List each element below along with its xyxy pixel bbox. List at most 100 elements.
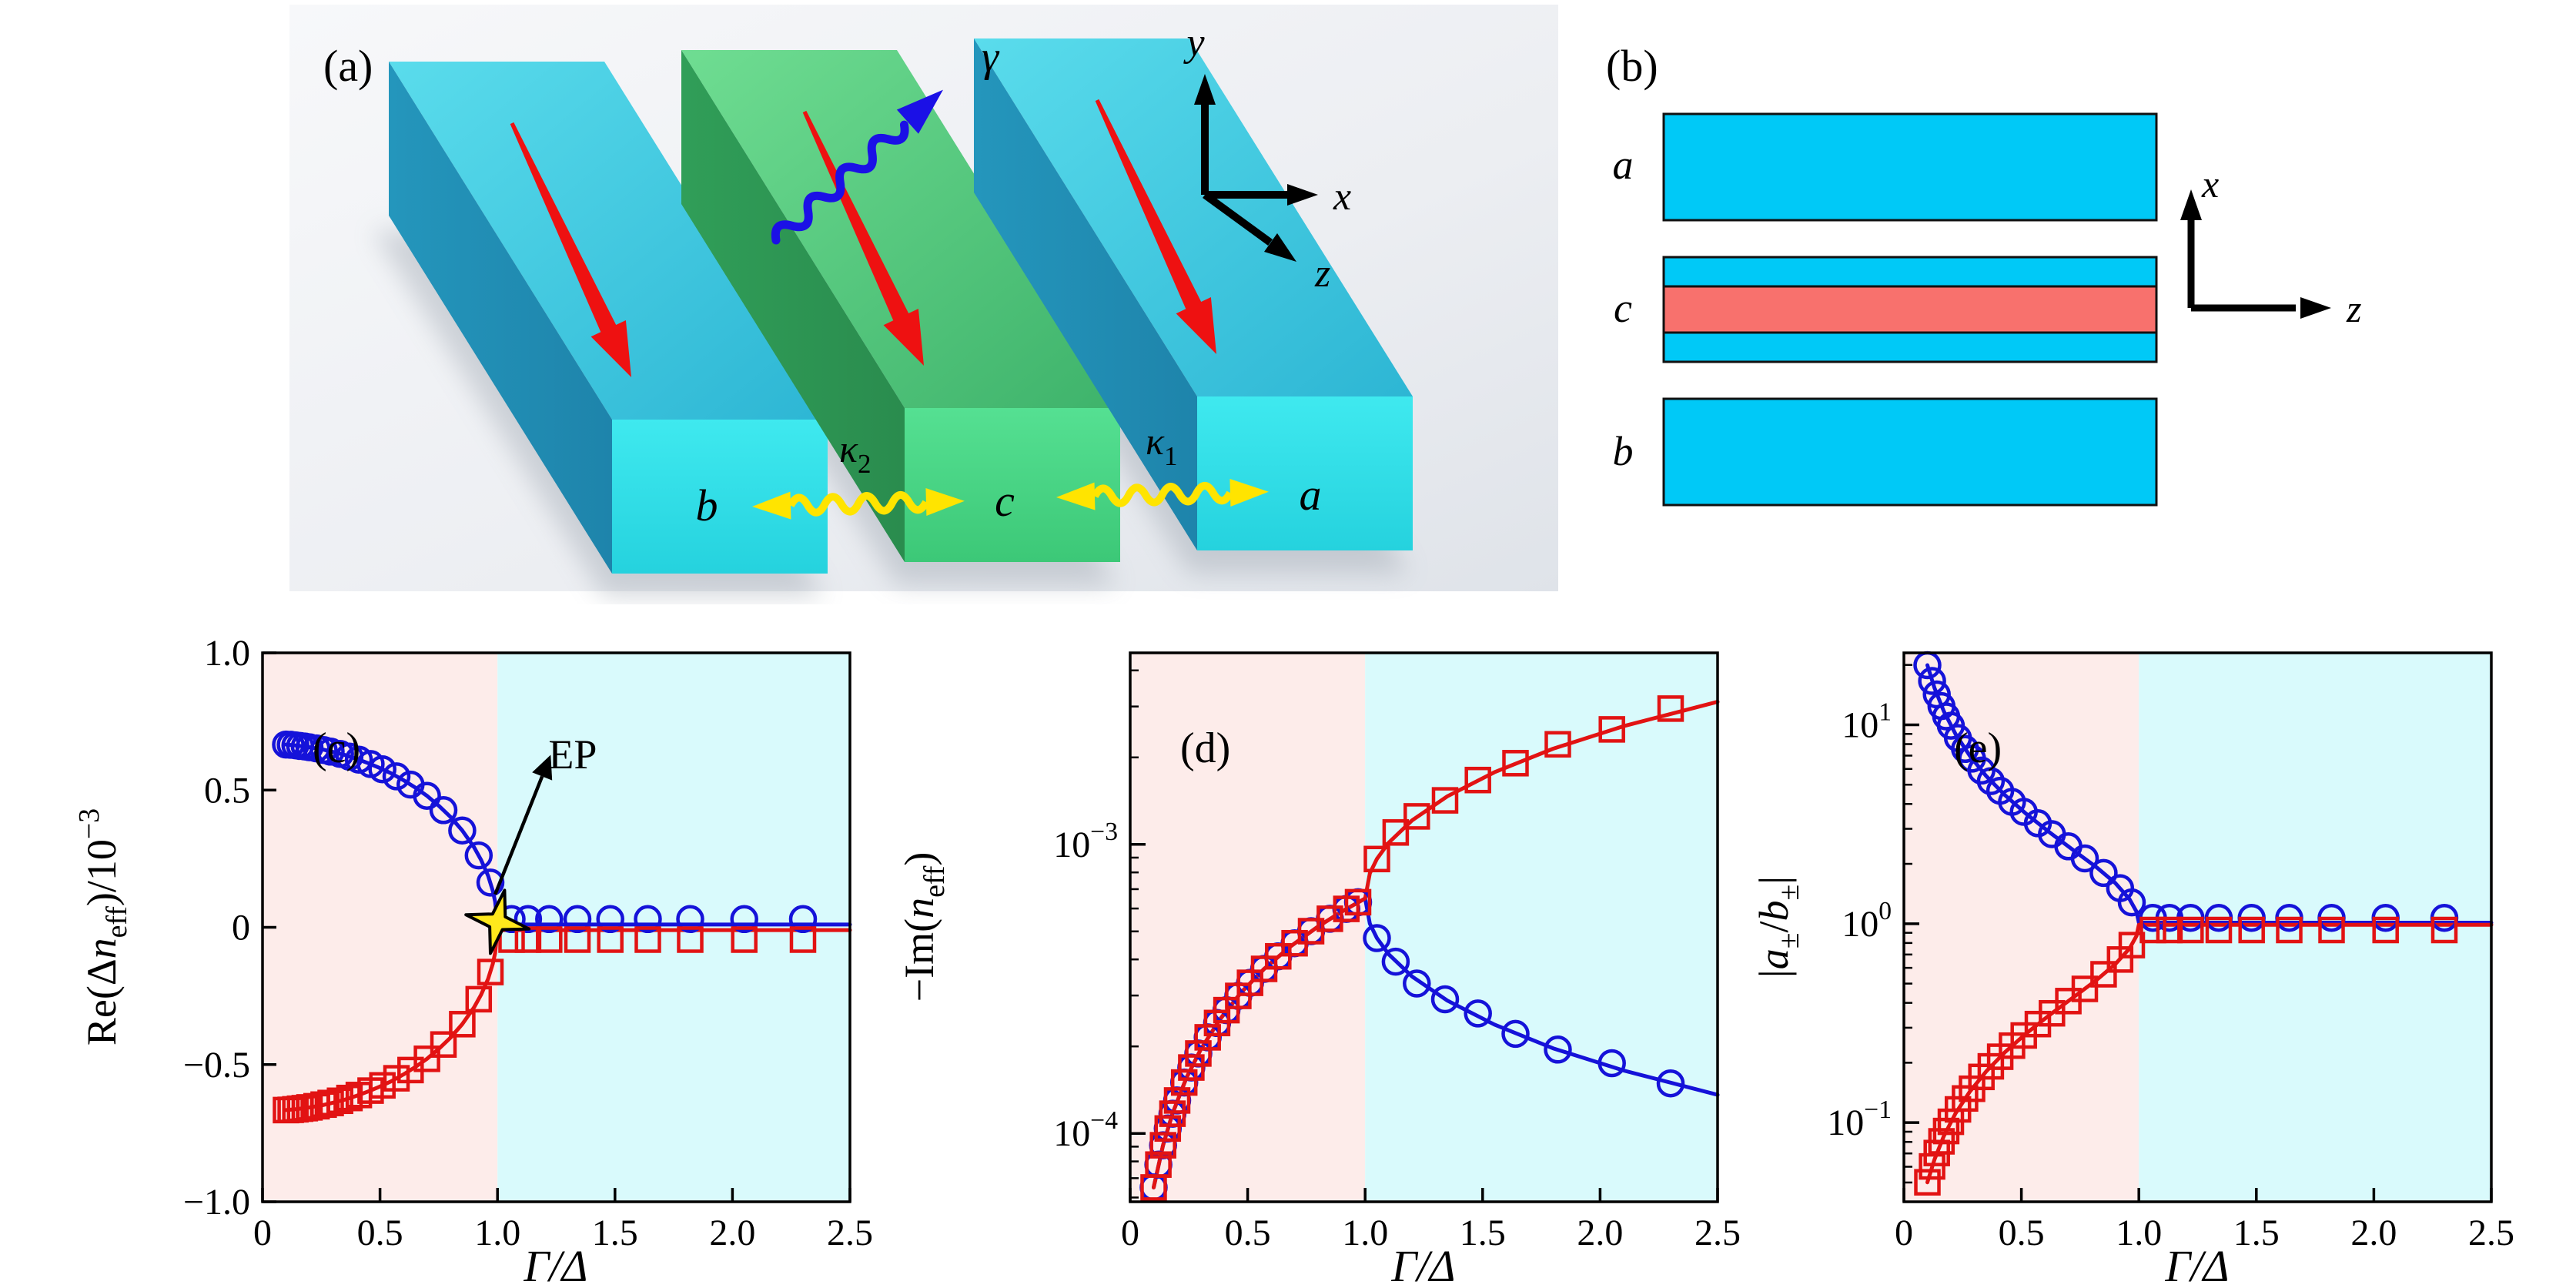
data-point bbox=[2118, 932, 2146, 958]
gain-arrow-icon bbox=[802, 110, 924, 366]
data-point bbox=[476, 868, 505, 897]
slab-c-upper-cladding bbox=[1662, 256, 2158, 288]
data-point bbox=[368, 754, 396, 784]
x-tick-label: 1.0 bbox=[474, 1213, 520, 1253]
data-point bbox=[383, 1065, 410, 1092]
slab-a-label: a bbox=[1613, 142, 1634, 188]
data-point bbox=[1597, 1049, 1626, 1078]
bar-b-side-face bbox=[389, 62, 612, 574]
y-tick-label: 100 bbox=[1842, 897, 1892, 945]
data-point bbox=[1918, 667, 1946, 695]
y-tick-label: 10−4 bbox=[1053, 1106, 1118, 1154]
axis-y-label: y bbox=[1183, 21, 1205, 65]
waveguide-a-label: a bbox=[1300, 470, 1322, 520]
markers-mode-plus bbox=[272, 730, 818, 934]
data-point bbox=[2117, 888, 2146, 917]
data-point bbox=[1145, 1151, 1172, 1178]
y-tick-label: −0.5 bbox=[183, 1045, 250, 1086]
data-point bbox=[789, 926, 817, 953]
data-point bbox=[317, 1089, 344, 1116]
gamma-wavy-arrow-icon bbox=[771, 89, 943, 245]
kappa2-coupling-arrow-icon bbox=[751, 488, 965, 520]
data-point bbox=[1598, 716, 1625, 743]
x-tick-label: 2.5 bbox=[1694, 1213, 1741, 1253]
data-point bbox=[1544, 1035, 1572, 1064]
waveguide-bar-b bbox=[389, 62, 828, 574]
data-point bbox=[2070, 844, 2099, 873]
ep-arrowhead-icon bbox=[532, 754, 553, 781]
data-point bbox=[1149, 1132, 1176, 1159]
kappa2-label: κ2 bbox=[839, 427, 871, 479]
axis-x-label: x bbox=[1333, 175, 1351, 219]
x-tick-label: 0.5 bbox=[357, 1213, 403, 1253]
waveguide-bar-a bbox=[974, 38, 1413, 550]
data-point bbox=[1977, 1052, 2005, 1080]
data-point bbox=[1381, 947, 1410, 976]
y-tick-label: 101 bbox=[1842, 698, 1892, 745]
data-point bbox=[2156, 916, 2183, 944]
data-point bbox=[2276, 916, 2303, 944]
data-point bbox=[1194, 1024, 1221, 1051]
data-point bbox=[413, 1045, 440, 1072]
data-point bbox=[2090, 961, 2117, 988]
data-point bbox=[634, 905, 662, 934]
markers-mode-minus bbox=[1140, 695, 1684, 1201]
bar-c-front-face bbox=[905, 408, 1120, 562]
data-point bbox=[448, 816, 477, 845]
slab-c bbox=[1662, 256, 2158, 363]
markers-mode-minus bbox=[273, 926, 817, 1124]
kappa1-coupling-arrow-icon bbox=[1055, 479, 1269, 510]
x-tick-label: 1.0 bbox=[1342, 1213, 1388, 1253]
waveguide-b-label: b bbox=[696, 480, 718, 530]
data-point bbox=[1154, 1115, 1182, 1142]
plot-e-canvas: 0 0.5 1.0 1.5 2.0 2.5 101 100 10−1 bbox=[1827, 651, 2514, 1253]
data-point bbox=[2177, 916, 2204, 944]
x-tick-label: 2.0 bbox=[2350, 1213, 2397, 1253]
data-point bbox=[1976, 767, 2006, 795]
axis-x-label: x bbox=[2201, 162, 2219, 206]
data-point bbox=[564, 926, 591, 953]
bar-b-front-face bbox=[612, 420, 828, 574]
data-point bbox=[344, 745, 373, 774]
axes-2d-icon bbox=[2180, 189, 2331, 319]
y-tick-label: 1.0 bbox=[204, 633, 250, 674]
panel-a-3d-render: (a) γ y x z b c a κ2 κ1 bbox=[289, 5, 1558, 597]
panel-b-label: (b) bbox=[1606, 41, 1658, 91]
data-point bbox=[369, 1072, 396, 1099]
slab-c-label: c bbox=[1614, 285, 1632, 331]
data-point bbox=[1464, 999, 1492, 1028]
data-point bbox=[597, 926, 624, 953]
axis-z-label: z bbox=[2346, 287, 2361, 330]
x-tick-label: 2.0 bbox=[709, 1213, 755, 1253]
bg-region bbox=[1130, 653, 1366, 1202]
panel-a-label: (a) bbox=[323, 41, 373, 91]
data-point bbox=[477, 958, 504, 985]
data-point bbox=[1163, 1087, 1191, 1114]
slab-c-gain-core bbox=[1662, 285, 2158, 334]
data-point bbox=[1403, 969, 1431, 998]
x-tick-label: 0 bbox=[253, 1213, 272, 1253]
y-tick-label: 0 bbox=[232, 908, 250, 948]
plot-d-ylabel: −Im(neff) bbox=[896, 852, 951, 1002]
data-point bbox=[677, 926, 704, 953]
data-point bbox=[563, 905, 592, 934]
data-point bbox=[2139, 916, 2166, 944]
data-point bbox=[596, 905, 624, 934]
data-point bbox=[634, 926, 661, 953]
slab-b bbox=[1662, 397, 2158, 507]
data-point bbox=[1236, 969, 1263, 996]
x-tick-label: 0 bbox=[1895, 1213, 1913, 1253]
y-tick-label: 0.5 bbox=[204, 770, 250, 811]
x-tick-label: 0 bbox=[1121, 1213, 1139, 1253]
data-point bbox=[465, 985, 493, 1013]
panel-b-schematic: (b) a c b x z bbox=[1606, 41, 2361, 507]
data-point bbox=[1501, 1019, 1530, 1049]
axis-z-label: z bbox=[1314, 252, 1330, 296]
data-point bbox=[1430, 985, 1460, 1014]
data-point bbox=[731, 926, 758, 953]
plot-frame bbox=[1902, 651, 2493, 1203]
data-point bbox=[336, 1084, 363, 1112]
bar-a-top-face bbox=[974, 38, 1413, 396]
slab-a bbox=[1662, 112, 2158, 222]
